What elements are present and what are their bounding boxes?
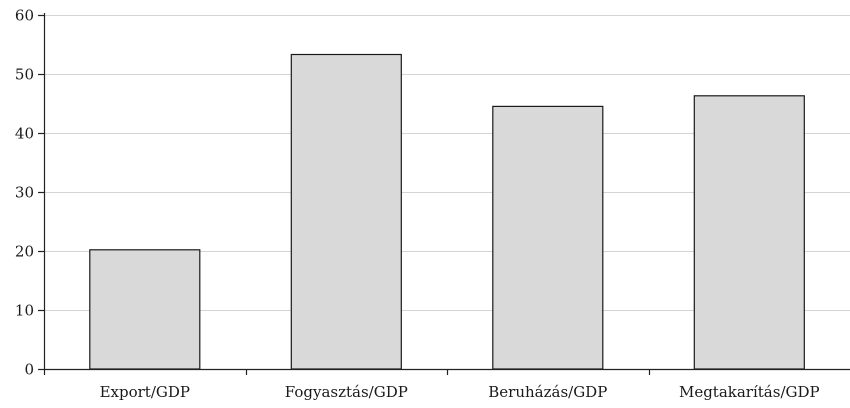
x-tick-label-4: Megtakarítás/GDP	[679, 383, 820, 401]
bar-4	[693, 95, 805, 370]
bars	[89, 53, 805, 370]
bar-3	[492, 105, 604, 370]
x-tick-label-2: Fogyasztás/GDP	[285, 383, 408, 401]
y-tick-label-40: 40	[15, 125, 34, 143]
y-tick-label-60: 60	[15, 7, 34, 25]
y-tick-label-10: 10	[15, 302, 34, 320]
x-axis-ticks: Export/GDP Fogyasztás/GDP Beruházás/GDP Meg…	[100, 369, 820, 401]
y-tick-label-20: 20	[15, 243, 34, 261]
y-tick-label-30: 30	[15, 184, 34, 202]
x-tick-label-3: Beruházás/GDP	[488, 383, 607, 401]
y-tick-label-0: 0	[24, 361, 34, 379]
bar-1	[89, 249, 201, 370]
y-axis-ticks: 0 10 20 30 40 50 60	[15, 7, 44, 379]
y-tick-label-50: 50	[15, 66, 34, 84]
bar-2	[290, 53, 402, 370]
x-tick-label-1: Export/GDP	[100, 383, 190, 401]
